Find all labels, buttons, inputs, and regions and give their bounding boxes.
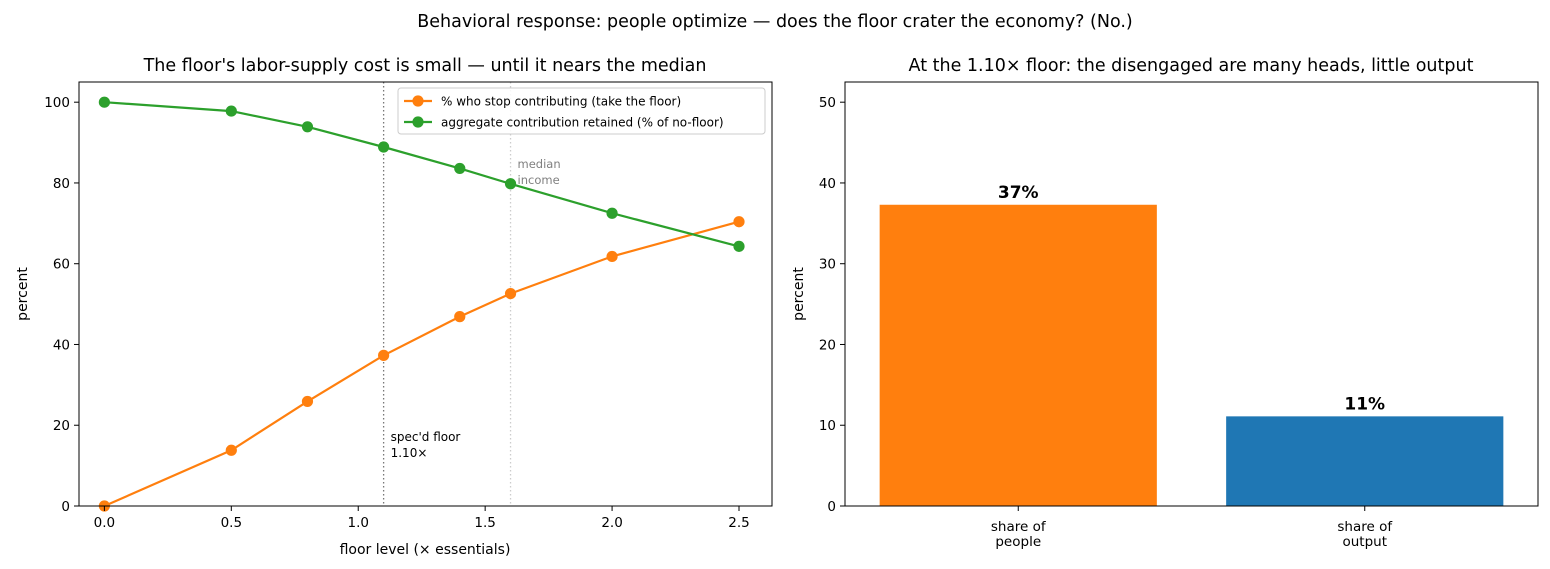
- legend-swatch-marker: [412, 116, 424, 128]
- data-point: [454, 162, 466, 175]
- line-chart-x-axis: 0.0 0.5 1.0 1.5 2.0 2.5: [94, 506, 750, 531]
- x-tick-label: people: [995, 534, 1041, 550]
- data-point: [733, 240, 745, 252]
- data-point: [378, 141, 390, 153]
- data-point: [606, 207, 618, 219]
- line-chart-frame: [78, 81, 773, 507]
- line-chart-x-label: floor level (× essentials): [340, 542, 511, 558]
- data-point: [504, 178, 517, 190]
- x-tick-label: share of: [991, 519, 1047, 535]
- line-chart-series: [98, 96, 745, 512]
- bar-chart-y-label: percent: [791, 267, 807, 321]
- bar-chart-y-axis: 0 10 20 30 40 50: [819, 95, 845, 515]
- data-point: [225, 444, 237, 456]
- x-tick-label: 1.5: [474, 515, 495, 531]
- y-tick-label: 10: [819, 418, 836, 434]
- line-chart-legend: % who stop contributing (take the floor)…: [397, 87, 766, 135]
- data-point: [454, 311, 466, 323]
- legend-entry: aggregate contribution retained (% of no…: [441, 116, 724, 130]
- y-tick-label: 80: [53, 176, 70, 192]
- y-tick-label: 50: [819, 95, 836, 111]
- bar: [879, 204, 1157, 506]
- y-tick-label: 20: [819, 337, 836, 353]
- y-tick-label: 20: [53, 418, 70, 434]
- series-line: [103, 220, 740, 508]
- bar-value-label: 11%: [1344, 394, 1385, 414]
- bar-chart-bars: 37% 11%: [879, 183, 1504, 506]
- x-tick-label: output: [1342, 534, 1387, 550]
- series-line: [104, 101, 740, 248]
- reference-line-label: spec'd floor: [391, 430, 461, 444]
- line-chart-plot-area: [79, 82, 772, 506]
- legend-box: [397, 87, 766, 135]
- x-tick-label: 2.5: [728, 515, 749, 531]
- reference-line-label: 1.10×: [391, 446, 428, 460]
- data-point: [98, 96, 110, 108]
- legend-swatch-marker: [412, 95, 424, 107]
- x-tick-label: 2.0: [601, 515, 622, 531]
- y-tick-label: 0: [61, 499, 70, 515]
- data-point: [301, 121, 314, 133]
- data-point: [225, 105, 237, 117]
- x-tick-label: 0.0: [94, 515, 115, 531]
- y-tick-label: 0: [827, 499, 836, 515]
- x-tick-label: share of: [1337, 519, 1393, 535]
- x-tick-label: 0.5: [221, 515, 242, 531]
- data-point: [504, 287, 517, 300]
- bar-value-label: 37%: [998, 183, 1039, 203]
- data-point: [733, 216, 745, 228]
- y-tick-label: 30: [819, 257, 836, 273]
- legend-entry: % who stop contributing (take the floor): [441, 95, 681, 109]
- data-point: [606, 250, 618, 263]
- y-tick-label: 60: [53, 257, 70, 273]
- reference-line-label: median: [518, 157, 561, 171]
- reference-line-label: income: [518, 173, 560, 187]
- bar-chart: At the 1.10× floor: the disengaged are m…: [791, 56, 1539, 550]
- bar-chart-title: At the 1.10× floor: the disengaged are m…: [909, 56, 1474, 76]
- x-tick-label: 1.0: [347, 515, 368, 531]
- data-point: [378, 349, 390, 361]
- y-tick-label: 40: [53, 337, 70, 353]
- line-chart-title: The floor's labor-supply cost is small —…: [143, 56, 707, 76]
- bar-chart-frame: [844, 81, 1539, 507]
- y-tick-label: 40: [819, 176, 836, 192]
- data-point: [301, 395, 314, 408]
- bar: [1226, 416, 1504, 506]
- y-tick-label: 100: [44, 95, 70, 111]
- figure-suptitle: Behavioral response: people optimize — d…: [417, 12, 1133, 32]
- line-chart-y-axis: 0 20 40 60 80 100: [44, 95, 79, 515]
- line-chart-y-label: percent: [15, 267, 31, 321]
- line-chart: The floor's labor-supply cost is small —…: [15, 56, 773, 558]
